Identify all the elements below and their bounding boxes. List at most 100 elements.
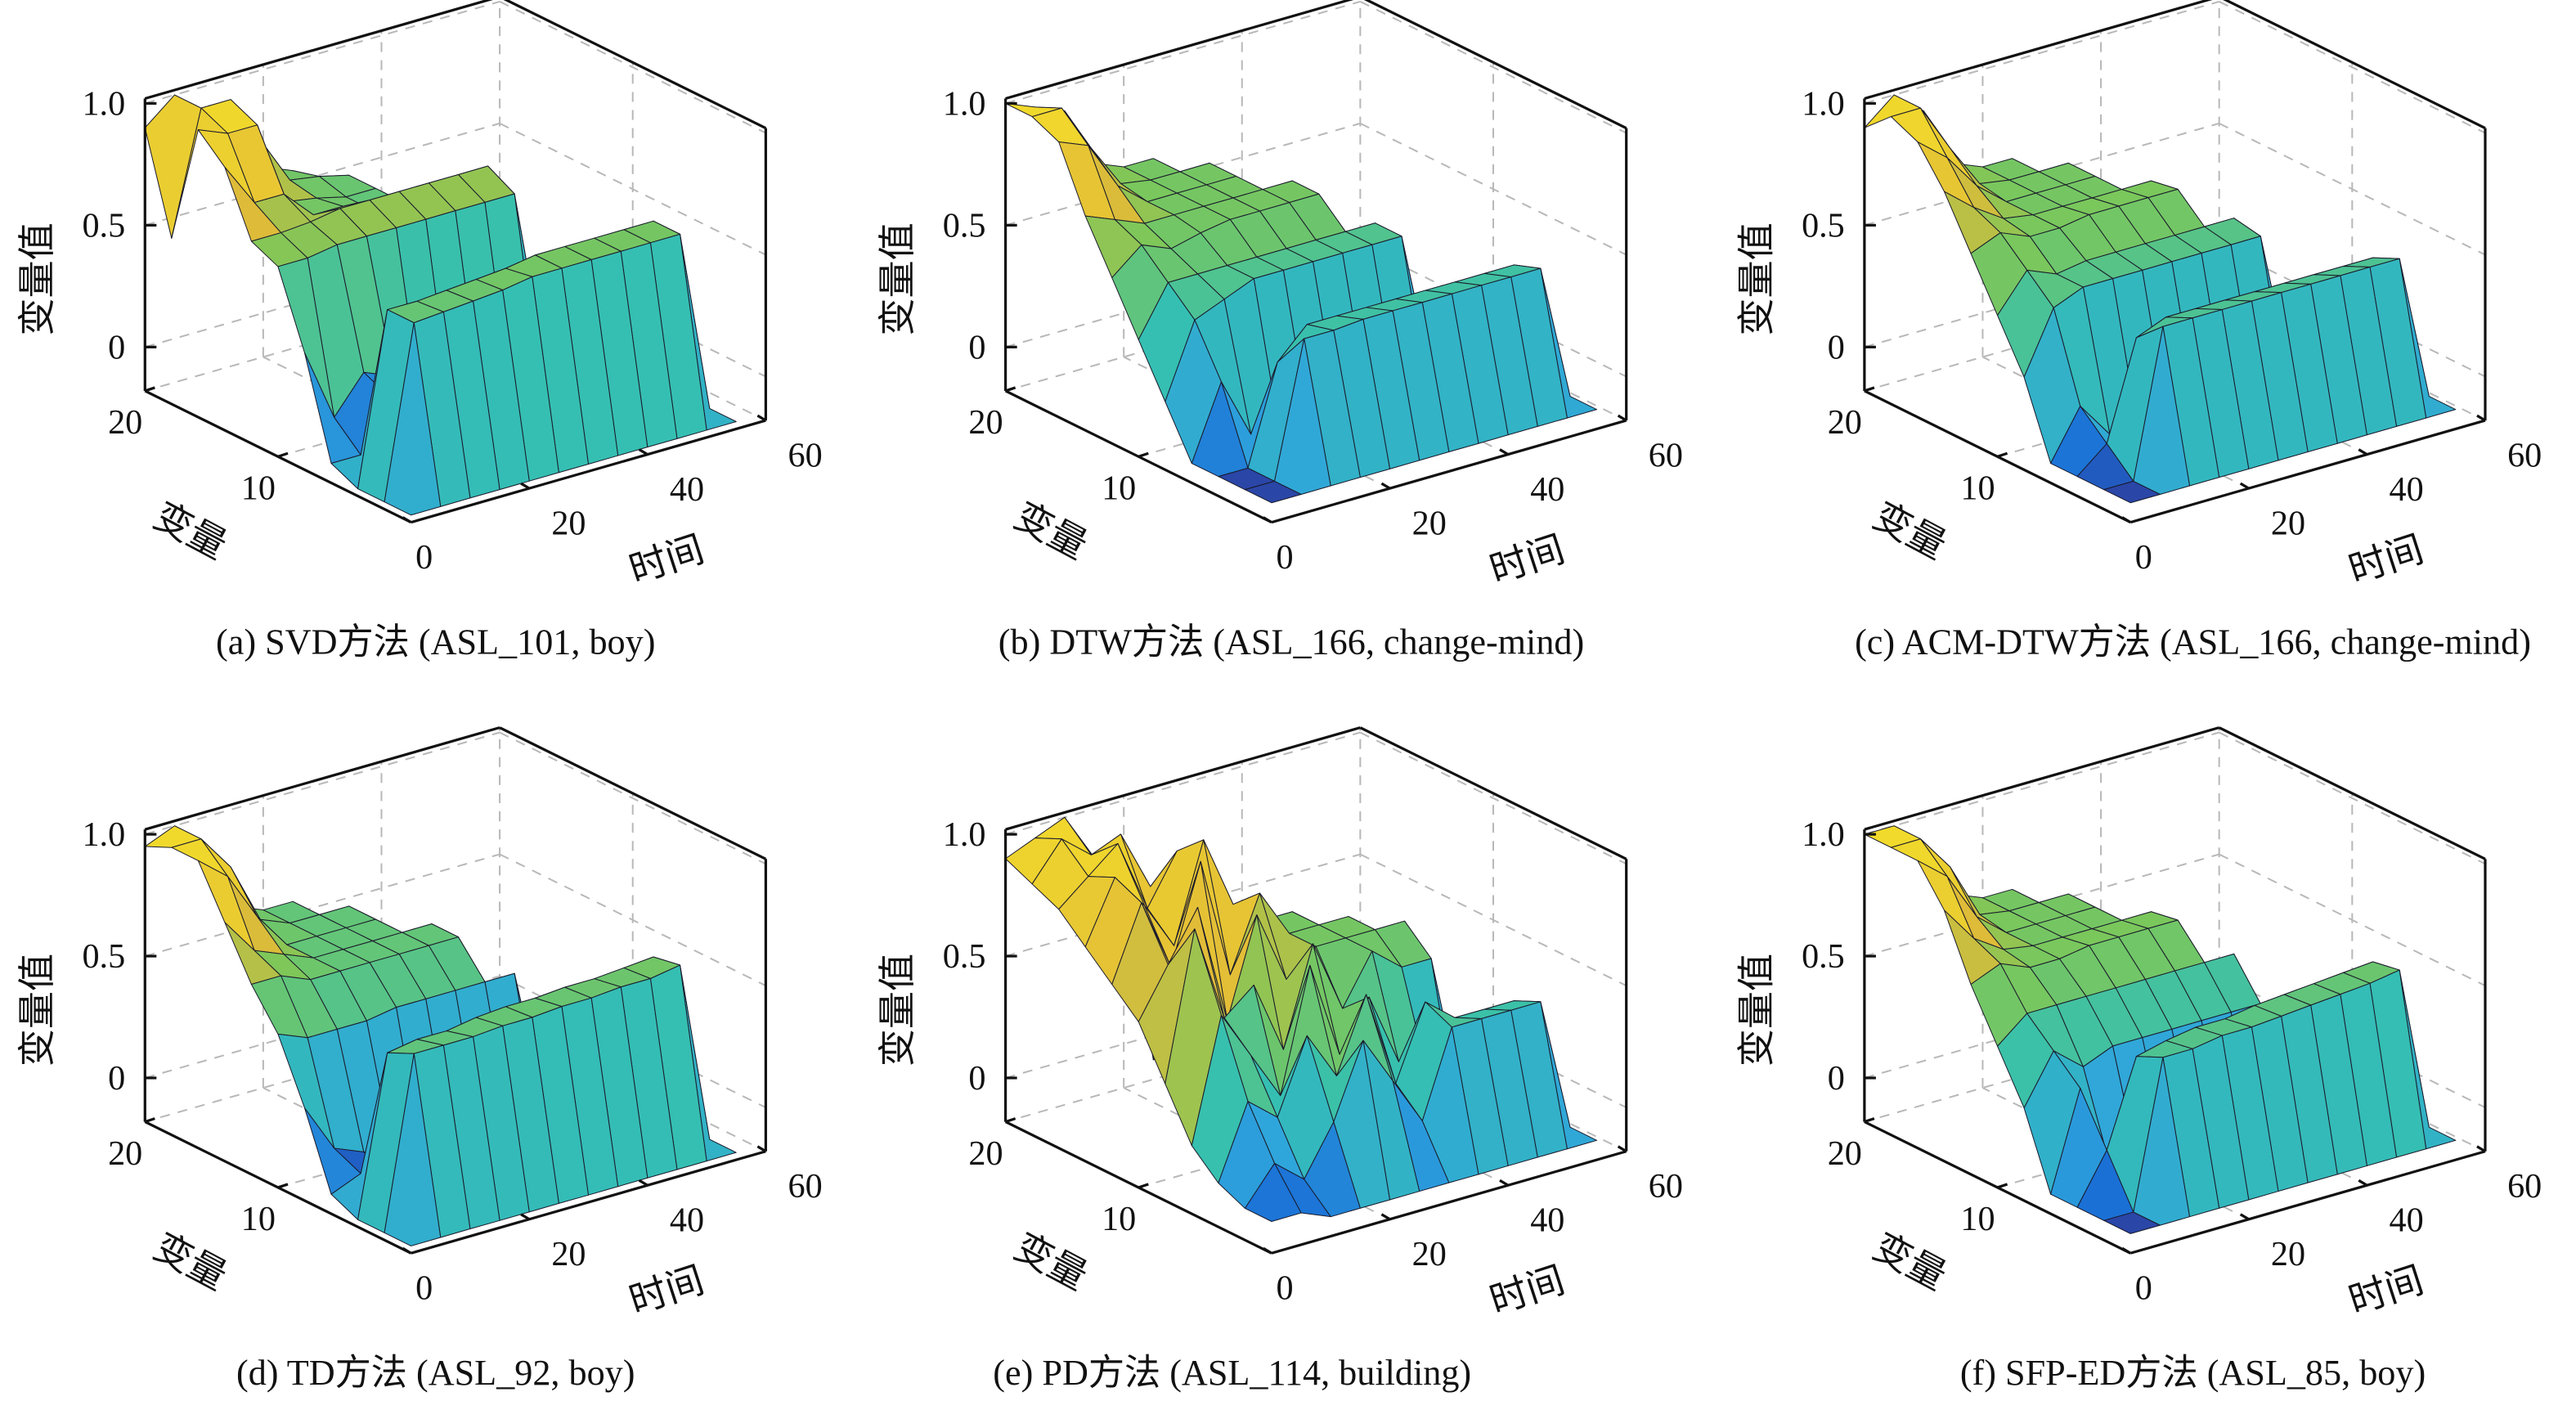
tick-mark [638,1179,648,1187]
grid-line [499,1,766,134]
variable-tick-label: 20 [1828,403,1862,442]
z-tick-label: 0 [1828,1059,1845,1098]
z-tick-label: 1.0 [1802,815,1845,854]
time-tick-label: 0 [2135,1269,2152,1307]
tick-mark [1997,1183,2008,1189]
box-edge [1359,726,1627,860]
tick-mark [1499,1179,1509,1187]
tick-mark [402,1246,412,1255]
grid-line [2219,1,2486,134]
time-axis-label: 时间 [1485,1259,1570,1322]
box-edge [1864,726,2220,831]
time-axis [2129,419,2486,524]
box-edge [2223,0,2486,130]
grid-line [1005,0,1361,105]
surface-patch [1244,480,1302,504]
z-tick-label: 1.0 [943,815,986,854]
z-tick-label: 0.5 [1802,937,1845,976]
time-tick-label: 0 [415,1269,433,1307]
z-axis-label: 变量值 [16,954,58,1067]
variable-axis-label: 变量 [1867,495,1953,567]
time-tick-label: 40 [670,1201,704,1239]
time-axis [1271,1150,1627,1255]
panel-caption: (e) PD方法 (ASL_114, building) [993,1353,1471,1393]
time-tick-label: 20 [551,504,586,542]
box-edge [144,726,500,831]
z-tick-label: 0.5 [82,937,125,976]
variable-axis-label: 变量 [1867,1225,1953,1297]
surface-patch [384,322,442,516]
variable-tick-label: 20 [968,1134,1003,1173]
grid-line [1864,0,2219,105]
tick-mark [1005,1117,1016,1124]
time-tick-label: 0 [2135,538,2152,577]
time-tick-label: 0 [415,538,433,577]
tick-mark [2476,1145,2486,1153]
time-axis-label: 时间 [1485,528,1570,591]
time-tick-label: 40 [2390,1201,2424,1239]
time-tick-label: 40 [1530,1201,1564,1239]
variable-tick-label: 10 [1102,469,1136,507]
variable-axis-label: 变量 [147,1225,233,1297]
time-tick-label: 40 [670,470,704,509]
time-tick-label: 60 [1649,1167,1683,1206]
panel-caption: (c) ACM-DTW方法 (ASL_166, change-mind) [1855,622,2531,662]
z-tick-label: 1.0 [82,85,125,123]
panel-caption: (b) DTW方法 (ASL_166, change-mind) [999,622,1584,662]
tick-mark [277,451,289,458]
z-tick-label: 0.5 [943,937,986,976]
z-tick-label: 0.5 [1802,206,1845,245]
time-tick-label: 20 [551,1235,586,1273]
variable-tick-label: 20 [1828,1134,1862,1173]
tick-mark [756,414,767,422]
time-tick-label: 60 [2507,1167,2542,1206]
variable-axis-label: 变量 [1008,1225,1093,1297]
z-tick-label: 1.0 [943,85,986,123]
variable-tick-label: 10 [241,1200,276,1238]
tick-mark [144,386,155,393]
time-axis [411,419,766,524]
z-tick-label: 0 [108,1059,125,1098]
tick-mark [1864,386,1875,393]
time-tick-label: 40 [2390,470,2424,509]
z-axis-label: 变量值 [16,222,58,336]
time-tick-label: 20 [2271,504,2305,542]
surface-patch [144,94,202,239]
tick-mark [2239,1213,2250,1221]
tick-mark [2476,414,2486,422]
time-axis-label: 时间 [2344,528,2429,591]
variable-axis-label: 变量 [1008,495,1093,567]
time-axis [411,1150,766,1255]
z-axis-label: 变量值 [877,954,918,1067]
tick-mark [1617,414,1627,422]
box-edge [2218,726,2486,860]
tick-mark [144,1117,155,1124]
z-tick-label: 1.0 [82,815,125,854]
variable-axis-label: 变量 [147,495,233,567]
box-edge [144,0,493,101]
tick-mark [1997,451,2008,458]
tick-mark [1263,516,1272,523]
time-tick-label: 0 [1276,538,1293,577]
time-tick-label: 20 [1412,1235,1447,1273]
tick-mark [2121,516,2132,523]
variable-tick-label: 10 [1960,469,1995,507]
z-tick-label: 0.5 [82,206,125,245]
tick-mark [2358,448,2368,456]
tick-mark [1380,482,1391,490]
tick-mark [1138,451,1149,458]
tick-mark [1263,1246,1272,1255]
tick-mark [520,1213,531,1221]
tick-mark [1864,1117,1875,1124]
variable-tick-label: 20 [108,403,142,442]
panel-caption: (f) SFP-ED方法 (ASL_85, boy) [1960,1353,2426,1393]
grid-line [1864,731,2219,836]
surface-patch [2103,1211,2161,1234]
z-tick-label: 0 [968,328,985,366]
surface-patch [2103,480,2161,504]
grid-line [145,853,500,958]
box-edge [1005,726,1361,831]
